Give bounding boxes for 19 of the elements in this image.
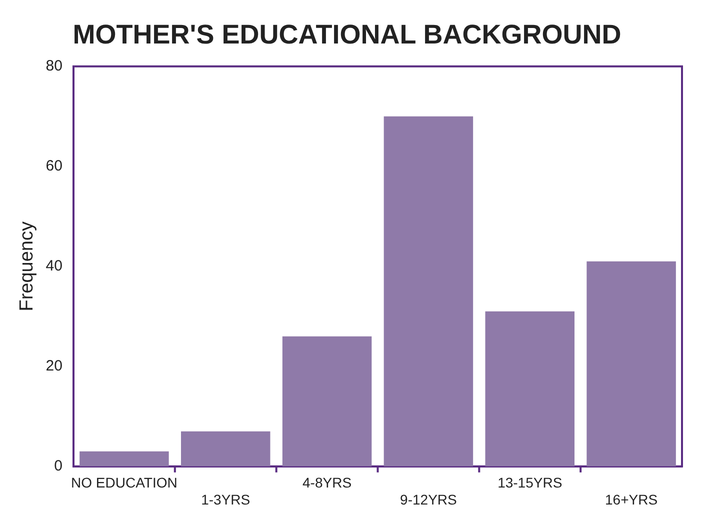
y-tick-label: 60 bbox=[46, 158, 62, 175]
bar bbox=[485, 311, 574, 466]
x-tick-label: NO EDUCATION bbox=[71, 474, 178, 491]
bar bbox=[282, 336, 372, 466]
x-tick-label: 4-8YRS bbox=[302, 474, 352, 491]
y-axis-title: Frequency bbox=[16, 221, 38, 312]
x-tick-label: 13-15YRS bbox=[498, 474, 562, 491]
bar bbox=[80, 451, 169, 466]
y-tick-label: 20 bbox=[46, 358, 62, 375]
y-tick-label: 40 bbox=[46, 258, 62, 275]
bar bbox=[180, 431, 270, 466]
x-tick-label: 16+YRS bbox=[605, 491, 658, 508]
x-tick-label: 9-12YRS bbox=[400, 491, 457, 508]
x-tick-label: 1-3YRS bbox=[201, 491, 250, 508]
chart-title: MOTHER'S EDUCATIONAL BACKGROUND bbox=[72, 20, 622, 50]
bar bbox=[586, 261, 676, 466]
y-tick-label: 0 bbox=[54, 458, 62, 475]
bar bbox=[384, 116, 474, 466]
y-tick-label: 80 bbox=[46, 58, 62, 75]
